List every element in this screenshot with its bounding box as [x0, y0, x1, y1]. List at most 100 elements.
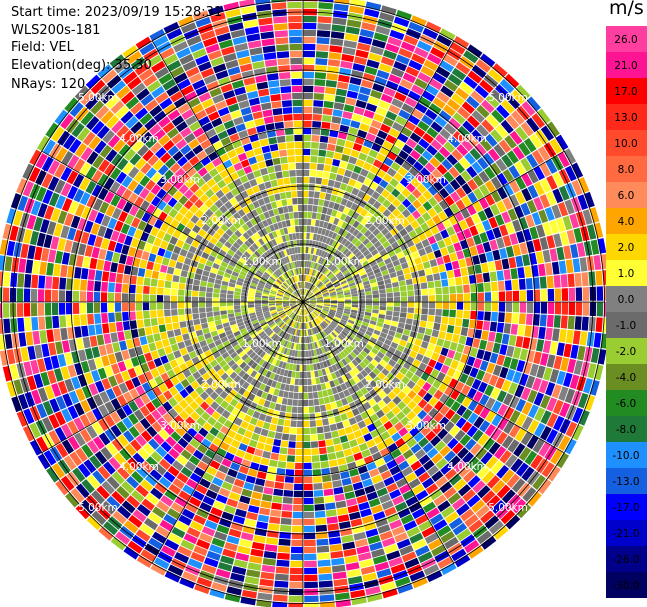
velocity-gate — [340, 60, 353, 69]
velocity-gate — [589, 207, 600, 223]
velocity-gate — [330, 31, 345, 40]
velocity-gate — [440, 323, 448, 332]
velocity-gate — [496, 390, 507, 403]
velocity-gate — [379, 493, 391, 504]
velocity-gate — [42, 416, 54, 432]
velocity-gate — [345, 223, 352, 232]
velocity-gate — [246, 375, 254, 384]
velocity-gate — [569, 213, 580, 229]
velocity-gate — [177, 545, 192, 558]
velocity-gate — [304, 281, 307, 289]
velocity-gate — [295, 307, 300, 314]
velocity-gate — [165, 273, 173, 282]
velocity-gate — [330, 38, 344, 47]
velocity-gate — [337, 295, 344, 299]
velocity-gate — [561, 302, 569, 315]
velocity-gate — [355, 264, 363, 271]
velocity-gate — [570, 344, 579, 359]
velocity-gate — [387, 426, 398, 436]
velocity-gate — [371, 312, 379, 318]
velocity-gate — [355, 49, 369, 59]
velocity-gate — [242, 316, 250, 322]
velocity-gate — [572, 407, 584, 423]
velocity-gate — [550, 449, 563, 465]
velocity-gate — [377, 223, 386, 232]
velocity-gate — [278, 311, 285, 316]
velocity-gate — [303, 85, 314, 93]
velocity-gate — [356, 436, 366, 445]
velocity-gate — [398, 317, 406, 324]
velocity-gate — [417, 205, 427, 216]
velocity-gate — [124, 358, 134, 370]
velocity-gate — [246, 423, 256, 432]
velocity-gate — [322, 221, 329, 229]
velocity-gate — [348, 378, 356, 386]
velocity-gate — [103, 461, 116, 475]
velocity-gate — [361, 321, 369, 327]
velocity-gate — [316, 305, 323, 309]
velocity-gate — [365, 291, 372, 296]
velocity-gate — [441, 279, 449, 287]
velocity-gate — [315, 307, 322, 312]
velocity-gate — [211, 581, 227, 592]
velocity-gate — [224, 385, 233, 394]
velocity-gate — [312, 114, 322, 121]
velocity-gate — [291, 406, 298, 414]
velocity-gate — [439, 28, 456, 41]
velocity-gate — [263, 444, 273, 452]
velocity-gate — [311, 254, 316, 262]
velocity-gate — [190, 380, 200, 390]
velocity-gate — [297, 308, 301, 315]
velocity-gate — [506, 473, 520, 488]
velocity-gate — [157, 394, 168, 405]
velocity-gate — [137, 373, 148, 385]
velocity-gate — [317, 264, 322, 271]
velocity-gate — [313, 226, 319, 234]
velocity-gate — [465, 256, 474, 267]
velocity-gate — [471, 499, 486, 513]
velocity-gate — [377, 130, 388, 140]
velocity-gate — [245, 322, 252, 328]
velocity-gate — [372, 294, 380, 299]
velocity-gate — [65, 492, 80, 508]
velocity-gate — [199, 286, 207, 292]
velocity-gate — [384, 543, 399, 554]
velocity-gate — [516, 359, 526, 373]
velocity-gate — [451, 67, 467, 81]
velocity-gate — [399, 228, 408, 237]
velocity-gate — [220, 400, 229, 409]
velocity-gate — [336, 289, 343, 293]
velocity-gate — [330, 300, 338, 302]
velocity-gate — [193, 318, 201, 326]
velocity-gate — [442, 286, 449, 295]
velocity-gate — [381, 368, 390, 377]
velocity-gate — [164, 345, 173, 355]
velocity-gate — [315, 517, 327, 525]
velocity-gate — [335, 287, 343, 292]
velocity-gate — [303, 239, 306, 247]
velocity-gate — [170, 295, 178, 302]
velocity-gate — [422, 27, 439, 40]
velocity-gate — [376, 276, 384, 282]
velocity-gate — [421, 238, 430, 248]
velocity-gate — [311, 212, 317, 219]
velocity-gate — [198, 302, 206, 308]
velocity-gate — [426, 173, 438, 185]
velocity-gate — [578, 409, 590, 426]
velocity-gate — [242, 390, 251, 399]
velocity-gate — [407, 90, 421, 102]
velocity-gate — [338, 464, 349, 473]
velocity-gate — [115, 273, 124, 283]
velocity-gate — [441, 316, 449, 325]
velocity-gate — [339, 124, 350, 133]
velocity-gate — [268, 364, 275, 372]
velocity-gate — [452, 130, 466, 143]
velocity-gate — [386, 372, 395, 381]
velocity-gate — [450, 389, 460, 401]
velocity-gate — [571, 179, 583, 196]
velocity-gate — [387, 213, 396, 223]
velocity-gate — [303, 176, 310, 184]
velocity-gate — [490, 387, 501, 400]
velocity-gate — [270, 309, 277, 313]
velocity-gate — [341, 358, 348, 366]
